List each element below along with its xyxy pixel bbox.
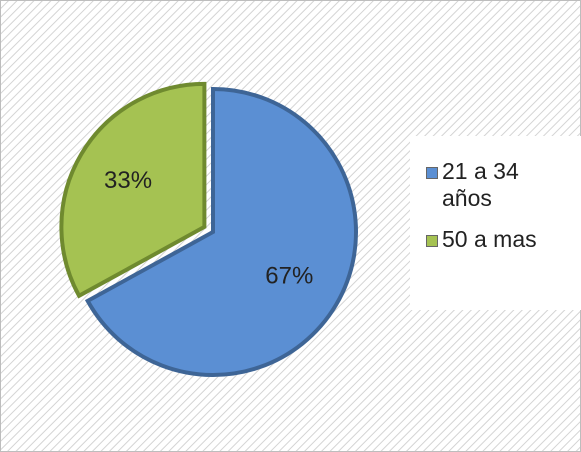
legend-entry: 21 a 34 años xyxy=(426,158,581,212)
data-label: 33% xyxy=(104,167,152,194)
legend: 21 a 34 años 50 a mas xyxy=(410,136,581,310)
legend-swatch xyxy=(426,235,438,247)
legend-label: 50 a mas xyxy=(442,226,537,252)
pie-slice xyxy=(84,86,358,377)
legend-entry: 50 a mas xyxy=(426,226,581,253)
legend-label: 21 a 34 años xyxy=(442,158,519,211)
data-label: 67% xyxy=(265,262,313,289)
legend-swatch xyxy=(426,167,438,179)
pie-slice xyxy=(59,81,207,299)
